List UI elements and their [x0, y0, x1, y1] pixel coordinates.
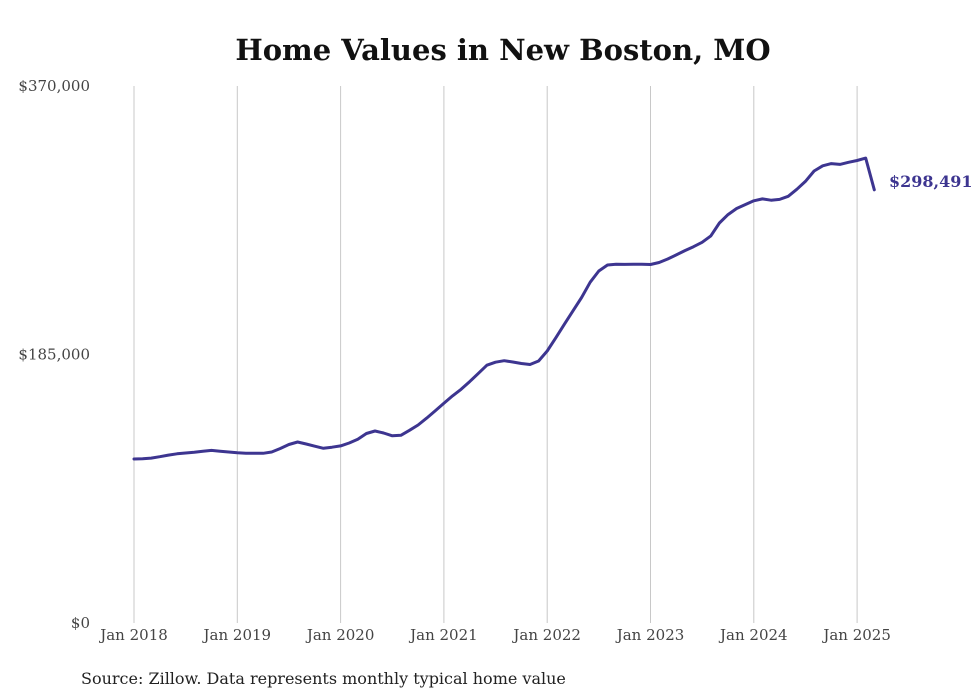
- x-axis-ticks: Jan 2018 Jan 2019 Jan 2020 Jan 2021 Jan 2022…: [98, 626, 891, 644]
- x-tick-label: Jan 2023: [615, 626, 685, 644]
- series-line: [132, 156, 876, 461]
- y-tick-label: $370,000: [18, 77, 90, 95]
- x-tick-label: Jan 2025: [821, 626, 891, 644]
- x-tick-label: Jan 2020: [305, 626, 375, 644]
- x-tick-label: Jan 2021: [408, 626, 478, 644]
- end-value-label: $298,491: [889, 172, 973, 191]
- y-tick-label: $0: [71, 614, 90, 632]
- x-tick-label: Jan 2018: [98, 626, 168, 644]
- series-layer: [132, 156, 876, 461]
- gridlines: [133, 86, 858, 623]
- source-note: Source: Zillow. Data represents monthly …: [81, 669, 566, 688]
- chart-title: Home Values in New Boston, MO: [235, 33, 770, 67]
- y-axis-ticks: $0 $185,000 $370,000: [18, 77, 90, 632]
- y-tick-label: $185,000: [18, 346, 90, 364]
- x-tick-label: Jan 2024: [718, 626, 788, 644]
- x-tick-label: Jan 2019: [202, 626, 272, 644]
- x-tick-label: Jan 2022: [511, 626, 581, 644]
